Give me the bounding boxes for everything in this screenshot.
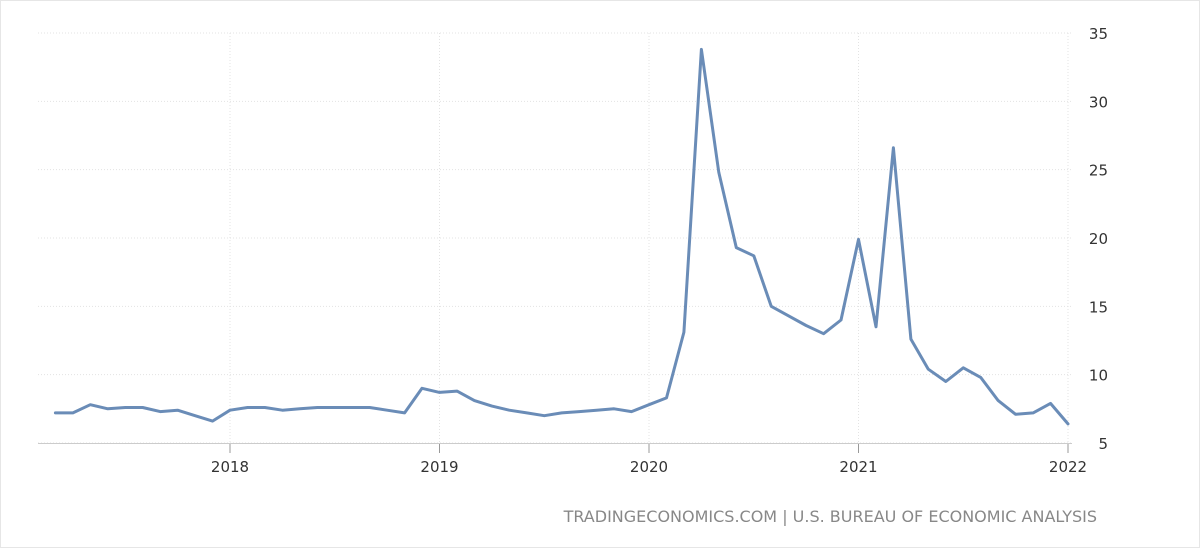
x-tick-label: 2022 (1049, 458, 1087, 476)
y-axis-ticks: 5 10 15 20 25 30 35 (1089, 25, 1108, 453)
y-tick-label: 5 (1098, 435, 1108, 453)
x-tick-label: 2019 (420, 458, 458, 476)
gridlines (38, 32, 1072, 444)
y-tick-label: 20 (1089, 230, 1108, 248)
x-tick-label: 2020 (630, 458, 668, 476)
source-credit: TRADINGECONOMICS.COM | U.S. BUREAU OF EC… (563, 507, 1097, 526)
x-tick-label: 2018 (211, 458, 249, 476)
series-line (53, 47, 1070, 426)
y-tick-label: 25 (1089, 162, 1108, 180)
x-axis-ticks: 2018 2019 2020 2021 2022 (38, 443, 1087, 476)
y-tick-label: 30 (1089, 93, 1108, 111)
y-tick-label: 10 (1089, 367, 1108, 385)
y-tick-label: 35 (1089, 25, 1108, 43)
y-tick-label: 15 (1089, 298, 1108, 316)
x-tick-label: 2021 (839, 458, 877, 476)
